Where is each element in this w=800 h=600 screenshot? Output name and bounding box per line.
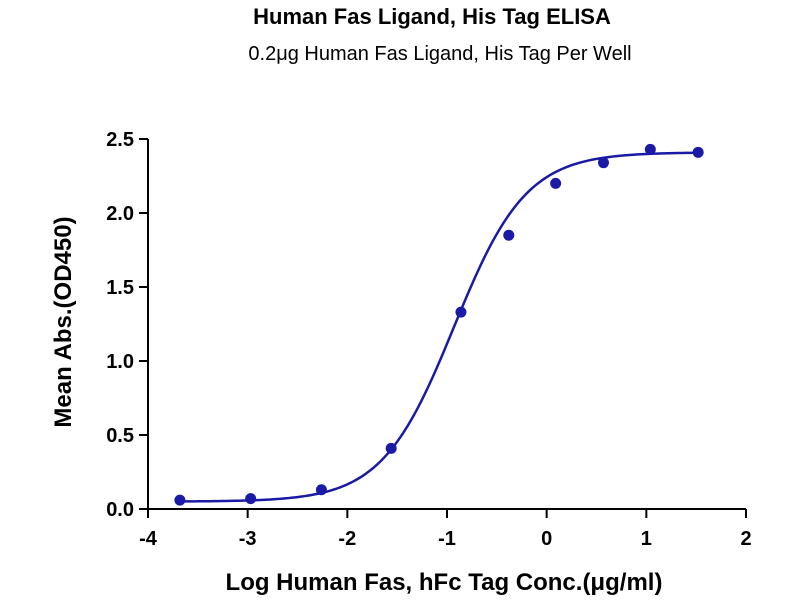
y-ticks: 0.0 0.5 1.0 1.5 2.0 2.5 xyxy=(106,129,148,521)
data-point xyxy=(385,442,397,454)
data-point xyxy=(597,157,609,169)
data-point xyxy=(550,177,562,189)
axes xyxy=(147,139,746,510)
x-tick-label: -3 xyxy=(239,528,257,550)
fit-curve xyxy=(179,151,699,503)
x-tick-label: 1 xyxy=(641,528,652,550)
data-point xyxy=(644,143,656,155)
y-tick-label: 1.0 xyxy=(106,351,134,373)
x-ticks: -4 -3 -2 -1 0 1 2 xyxy=(139,509,752,550)
x-tick-label: 2 xyxy=(740,528,751,550)
y-tick-label: 2.0 xyxy=(106,203,134,225)
data-point xyxy=(503,229,515,241)
y-tick-label: 1.5 xyxy=(106,277,134,299)
chart-title: Human Fas Ligand, His Tag ELISA xyxy=(253,4,611,29)
data-point xyxy=(455,306,467,318)
x-tick-label: -1 xyxy=(438,528,456,550)
x-tick-label: -2 xyxy=(338,528,356,550)
y-tick-label: 2.5 xyxy=(106,129,134,151)
data-point xyxy=(174,494,186,506)
y-tick-label: 0.5 xyxy=(106,425,134,447)
x-tick-label: -4 xyxy=(139,528,158,550)
data-point xyxy=(315,484,327,496)
y-tick-label: 0.0 xyxy=(106,499,134,521)
y-axis-label: Mean Abs.(OD450) xyxy=(50,216,77,427)
data-point xyxy=(692,146,704,158)
x-axis-label: Log Human Fas, hFc Tag Conc.(μg/ml) xyxy=(226,569,663,596)
x-tick-label: 0 xyxy=(541,528,552,550)
data-points xyxy=(174,143,704,506)
chart-subtitle: 0.2μg Human Fas Ligand, His Tag Per Well xyxy=(248,43,631,65)
data-point xyxy=(245,493,257,505)
